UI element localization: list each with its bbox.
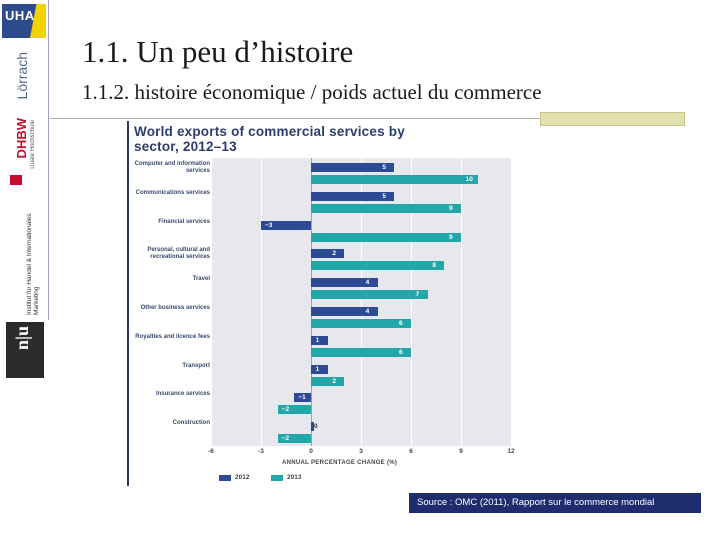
bar-2013	[311, 203, 461, 213]
bar-2012	[311, 163, 395, 172]
sidebar-divider	[48, 0, 49, 320]
legend-swatch-2013	[271, 475, 283, 481]
x-tick-label: 6	[409, 448, 413, 455]
x-tick-label: 12	[507, 448, 515, 455]
bar-2013	[311, 175, 478, 184]
dhbw-mark-icon	[10, 175, 22, 185]
lorrach-label: Lörrach	[14, 52, 30, 100]
header-accent	[540, 112, 685, 126]
bar-value-label: 0	[314, 423, 318, 431]
legend-swatch-2012	[219, 475, 231, 481]
category-label: Computer and information services	[134, 161, 210, 174]
category-label: Personal, cultural and recreational serv…	[147, 247, 210, 261]
gridline	[411, 158, 412, 446]
category-label: Other business services	[140, 305, 210, 311]
zero-line	[311, 158, 312, 446]
legend-label-2012: 2012	[235, 474, 250, 481]
gridline	[511, 158, 512, 446]
nu-logo-text: n|u	[12, 326, 32, 350]
category-label: Transport	[182, 362, 210, 369]
bar-2012	[311, 364, 328, 374]
bar-value-label: 8	[432, 262, 436, 270]
bar-value-label: −2	[281, 406, 290, 414]
x-axis-label: ANNUAL PERCENTAGE CHANGE (%)	[282, 460, 398, 466]
bar-value-label: 9	[449, 204, 453, 212]
bar-2012	[311, 422, 314, 432]
bar-value-label: 1	[315, 365, 320, 373]
category-label: Travel	[192, 276, 210, 283]
bar-value-label: 6	[399, 348, 403, 356]
chart-title: World exports of commercial services by …	[134, 124, 405, 154]
x-tick-label: 0	[309, 448, 313, 455]
bar-2013	[277, 405, 311, 415]
bar-2013	[311, 347, 411, 357]
chart-left-rule	[127, 121, 129, 486]
bar-2013	[277, 434, 311, 444]
bar-2012	[311, 307, 378, 316]
bar-value-label: 1	[315, 336, 320, 344]
category-label: Construction	[172, 420, 210, 427]
nu-logo: n|u	[6, 322, 44, 378]
bar-value-label: 7	[415, 291, 420, 299]
bar-2013	[311, 232, 461, 242]
bar-2013	[311, 319, 411, 328]
bar-2013	[311, 290, 428, 300]
x-tick-label: 3	[359, 448, 363, 455]
bar-value-label: 5	[382, 164, 386, 171]
category-label: Insurance services	[155, 391, 210, 398]
uha-logo-text: UHA	[5, 8, 35, 23]
bar-2012	[311, 249, 345, 259]
bar-2012	[311, 191, 395, 201]
institute-label: Institut für Handel & Internationales Ma…	[26, 213, 40, 315]
exports-chart: World exports of commercial services by …	[127, 121, 518, 486]
uha-logo: UHA	[2, 4, 46, 38]
bar-value-label: 2	[332, 250, 336, 258]
bar-value-label: −2	[281, 435, 290, 443]
source-note: Source : OMC (2011), Rapport sur le comm…	[409, 493, 701, 513]
bar-2012	[261, 220, 311, 230]
sidebar: UHA Lörrach DHBW Duale Hochschule Instit…	[0, 0, 50, 540]
bar-2013	[311, 261, 445, 271]
bar-value-label: 10	[465, 176, 473, 183]
gridline	[211, 158, 212, 446]
x-tick-label: 9	[459, 448, 463, 455]
gridline	[461, 158, 462, 446]
bar-value-label: 5	[382, 192, 386, 200]
slide-title: 1.1. Un peu d’histoire	[82, 34, 354, 69]
x-tick-label: -6	[208, 448, 214, 455]
bar-2012	[311, 278, 378, 288]
bar-value-label: −3	[265, 221, 273, 229]
x-tick-label: -3	[258, 448, 264, 455]
dhbw-logo: DHBW	[14, 118, 29, 159]
legend-label-2013: 2013	[287, 474, 302, 481]
bar-2012	[311, 335, 328, 345]
bar-value-label: 4	[365, 308, 370, 315]
category-label: Communications services	[135, 189, 210, 196]
gridline	[361, 158, 362, 446]
bar-2013	[311, 376, 345, 386]
bar-value-label: 2	[332, 377, 336, 385]
bar-2012	[294, 393, 311, 403]
header-divider	[50, 118, 540, 119]
gridline	[261, 158, 262, 446]
dhbw-subtitle: Duale Hochschule	[30, 120, 36, 169]
bar-value-label: −1	[298, 394, 306, 402]
bar-value-label: 4	[365, 279, 370, 287]
category-label: Financial services	[158, 218, 210, 225]
category-label: Royalties and licence fees	[135, 333, 210, 340]
bar-value-label: 9	[449, 233, 453, 241]
slide-subtitle: 1.1.2. histoire économique / poids actue…	[82, 80, 542, 104]
bar-value-label: 6	[399, 320, 403, 327]
